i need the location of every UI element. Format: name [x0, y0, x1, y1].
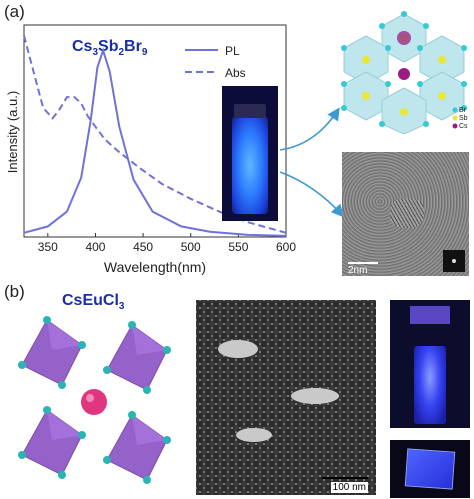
glowing-vial-photo — [222, 86, 278, 221]
x-tick-label: 500 — [181, 240, 201, 254]
vial-photo-b — [390, 300, 470, 428]
legend-cs: Cs — [459, 123, 468, 130]
hrtem-scale-label: 2nm — [348, 265, 368, 276]
film-photo-b — [390, 440, 470, 498]
legend-sb: Sb — [459, 115, 468, 122]
x-axis-label: Wavelength(nm) — [104, 259, 206, 275]
compound-b-formula: CsEuCl3 — [62, 292, 125, 313]
spectrum-chart: 350 400 450 500 550 600 Wavelength(nm) Intens… — [5, 24, 296, 275]
series-line-pl — [23, 47, 287, 237]
x-tick-label: 550 — [228, 240, 248, 254]
crystal-structure-a: Br Sb Cs — [341, 11, 468, 134]
x-tick-label: 450 — [133, 240, 153, 254]
legend-br: Br — [459, 107, 467, 114]
series-layer — [23, 35, 287, 237]
x-tick-label: 400 — [85, 240, 105, 254]
tem-scale-label: 100 nm — [330, 482, 368, 493]
x-tick-label: 350 — [38, 240, 58, 254]
hrtem-image: 2nm — [342, 152, 469, 276]
legend-pl-label: PL — [225, 44, 240, 58]
tem-image: 100 nm — [196, 300, 376, 495]
plot-frame — [23, 24, 287, 238]
connector-arrows — [279, 107, 345, 218]
x-tick-label: 600 — [276, 240, 296, 254]
panel-a-label: (a) — [4, 2, 25, 21]
legend-abs-label: Abs — [225, 66, 246, 80]
panel-b-label: (b) — [4, 282, 25, 301]
compound-a-formula: Cs3Sb2Br9 — [72, 38, 148, 59]
crystal-structure-b — [18, 316, 171, 484]
y-axis-label: Intensity (a.u.) — [5, 91, 20, 173]
